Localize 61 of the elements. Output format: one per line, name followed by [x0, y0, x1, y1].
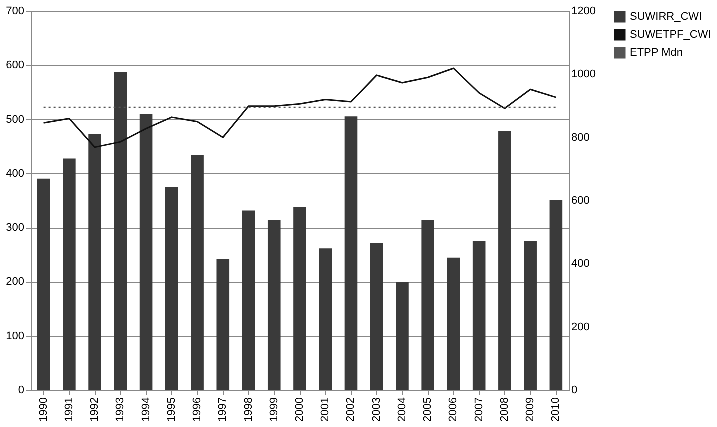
x-tick-label: 1997: [217, 398, 230, 422]
x-tick-label: 2009: [524, 398, 537, 422]
x-tick-label: 1994: [140, 398, 152, 422]
bar: [422, 220, 434, 390]
bar: [191, 156, 204, 390]
x-tick-label: 1990: [38, 398, 50, 422]
x-tick-label: 2001: [320, 398, 332, 422]
x-tick-label: 2006: [448, 398, 460, 422]
bar: [447, 258, 460, 390]
y2-tick-label: 800: [572, 132, 590, 144]
bar: [166, 188, 178, 390]
bar: [63, 158, 76, 390]
bar: [114, 72, 128, 390]
y2-tick-label: 0: [572, 384, 578, 396]
y2-tick-label: 600: [572, 195, 590, 207]
bar: [216, 258, 230, 390]
y-tick-label: 700: [6, 6, 24, 18]
legend-label: SUWETPF_CWI: [630, 29, 712, 41]
x-tick-label: 1998: [242, 398, 255, 422]
legend-label: ETPP Mdn: [630, 47, 683, 59]
x-tick-label: 1993: [114, 398, 127, 422]
bar: [268, 220, 281, 390]
bar: [472, 241, 486, 390]
x-tick-label: 2004: [396, 398, 408, 422]
bar: [88, 134, 102, 390]
bar: [242, 210, 256, 390]
y2-tick-label: 1200: [572, 6, 596, 18]
x-tick-label: 2005: [422, 398, 434, 422]
y-tick-label: 400: [6, 168, 24, 180]
bar: [498, 131, 512, 390]
y-tick-label: 300: [6, 222, 24, 234]
line-series: [43, 68, 557, 148]
bar: [370, 243, 384, 390]
y-tick-label: 600: [6, 60, 24, 72]
x-tick-label: 2000: [294, 398, 306, 422]
bar: [140, 114, 153, 390]
y-tick-label: 100: [6, 330, 24, 342]
y-tick-label: 0: [18, 384, 24, 396]
x-tick-label: 1992: [89, 398, 102, 422]
bar: [524, 241, 537, 390]
y2-tick-label: 1000: [572, 68, 596, 81]
y-tick-label: 500: [6, 114, 24, 126]
x-tick-label: 1996: [192, 398, 204, 422]
y2-tick-label: 200: [572, 321, 590, 334]
x-tick-label: 2002: [345, 398, 358, 422]
x-tick-label: 2008: [498, 398, 511, 422]
x-tick-label: 2010: [550, 398, 562, 422]
x-tick-label: 1995: [166, 398, 178, 422]
bar: [550, 200, 563, 390]
bar: [37, 178, 50, 390]
bar: [294, 208, 306, 390]
x-tick-label: 1999: [268, 398, 280, 422]
y-tick-label: 200: [6, 276, 24, 288]
bar: [396, 282, 409, 390]
y2-tick-label: 400: [572, 258, 590, 270]
x-tick-label: 2007: [473, 398, 486, 422]
x-tick-label: 2003: [370, 398, 383, 422]
x-tick-label: 1991: [63, 398, 76, 422]
legend-label: SUWIRR_CWI: [630, 11, 702, 23]
bar: [319, 248, 332, 390]
bar: [344, 116, 358, 390]
